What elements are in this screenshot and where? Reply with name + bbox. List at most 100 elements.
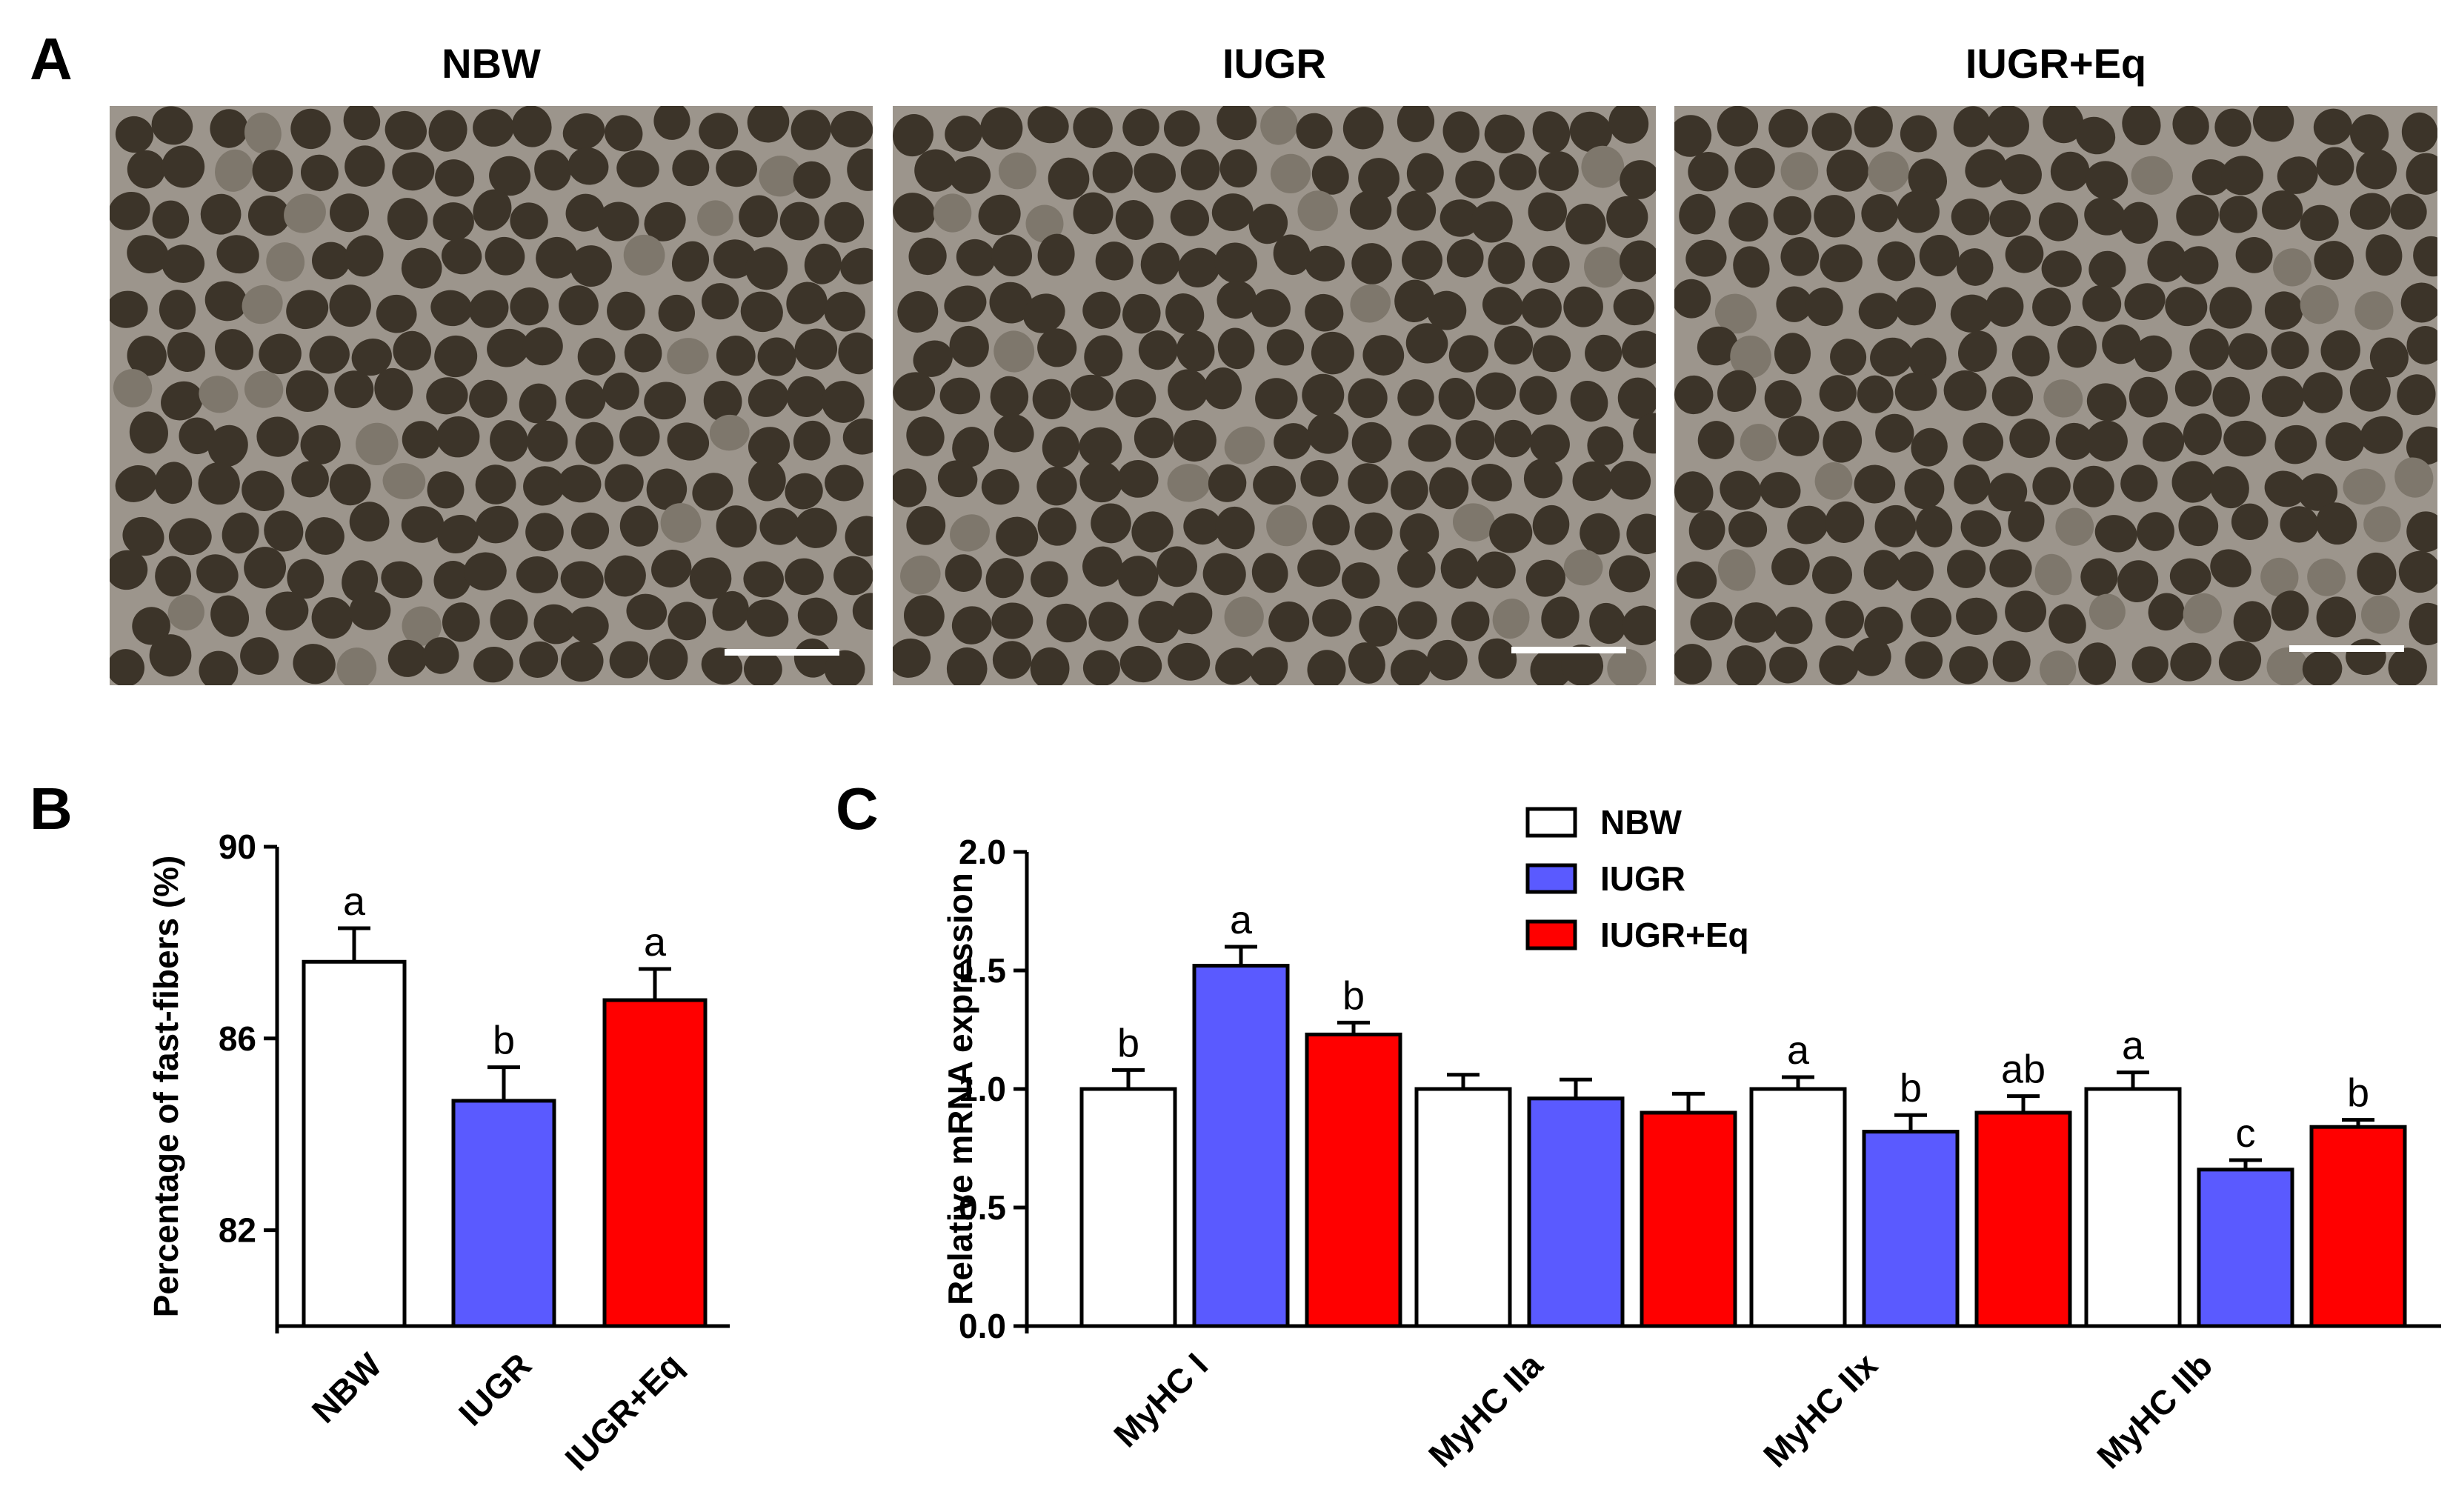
fast-fiber bbox=[2223, 420, 2266, 457]
slow-fiber bbox=[623, 234, 665, 276]
fast-fiber bbox=[1117, 459, 1159, 498]
fast-fiber bbox=[222, 512, 259, 554]
fast-fiber bbox=[2210, 549, 2251, 587]
slow-fiber bbox=[336, 647, 377, 685]
fast-fiber bbox=[822, 381, 865, 423]
fast-fiber bbox=[2231, 503, 2269, 541]
fast-fiber bbox=[906, 505, 946, 545]
fast-fiber bbox=[1525, 559, 1565, 597]
bar-nbw bbox=[2084, 1087, 2182, 1328]
fast-fiber bbox=[824, 291, 865, 332]
fast-fiber bbox=[797, 597, 838, 636]
fast-fiber bbox=[1988, 473, 2028, 512]
fast-fiber bbox=[311, 597, 353, 639]
fast-fiber bbox=[1621, 330, 1656, 368]
fast-fiber bbox=[1697, 421, 1734, 459]
fast-fiber bbox=[1488, 242, 1525, 284]
fast-fiber bbox=[1311, 331, 1354, 375]
x-tick-label: MyHC I bbox=[1106, 1345, 1215, 1454]
fast-fiber bbox=[1131, 511, 1174, 553]
fast-fiber bbox=[2235, 237, 2273, 273]
fast-fiber bbox=[1728, 202, 1768, 242]
fast-fiber bbox=[1311, 156, 1349, 195]
fast-fiber bbox=[1963, 422, 2004, 462]
significance-letter: a bbox=[343, 879, 366, 924]
fast-fiber bbox=[1956, 597, 1997, 636]
fast-fiber bbox=[1115, 200, 1154, 240]
fast-fiber bbox=[1819, 375, 1857, 412]
fast-fiber bbox=[2032, 287, 2071, 327]
fast-fiber bbox=[779, 202, 819, 241]
fast-fiber bbox=[402, 421, 441, 459]
fast-fiber bbox=[349, 591, 391, 630]
fast-fiber bbox=[1861, 194, 1899, 233]
fast-fiber bbox=[1119, 645, 1162, 683]
fast-fiber bbox=[2218, 641, 2262, 682]
fast-fiber bbox=[568, 606, 609, 644]
slow-fiber bbox=[2343, 468, 2386, 505]
fast-fiber bbox=[2120, 464, 2158, 502]
panel-c-letter: C bbox=[836, 776, 879, 842]
bar-iugr-eq bbox=[1305, 1032, 1402, 1328]
slow-fiber bbox=[1224, 596, 1264, 637]
fast-fiber bbox=[949, 325, 989, 367]
fast-fiber bbox=[1088, 602, 1129, 642]
bar-iugr bbox=[451, 1099, 556, 1328]
fast-fiber bbox=[2252, 106, 2294, 142]
fast-fiber bbox=[1394, 279, 1435, 322]
fast-fiber bbox=[1183, 508, 1222, 545]
fast-fiber bbox=[264, 510, 304, 552]
fast-fiber bbox=[649, 639, 688, 681]
fast-fiber bbox=[430, 290, 473, 327]
fast-fiber bbox=[1910, 597, 1952, 638]
fast-fiber bbox=[2316, 147, 2354, 186]
fast-fiber bbox=[745, 247, 788, 290]
fast-fiber bbox=[1351, 422, 1392, 464]
fast-fiber bbox=[428, 110, 467, 152]
y-axis-label: Percentage of fast-fibers (%) bbox=[147, 856, 185, 1318]
fast-fiber bbox=[198, 462, 240, 505]
fast-fiber bbox=[1214, 242, 1258, 284]
fast-fiber bbox=[2406, 426, 2437, 465]
fast-fiber bbox=[1037, 233, 1075, 276]
fast-fiber bbox=[127, 150, 166, 189]
fast-fiber bbox=[2325, 422, 2365, 462]
fast-fiber bbox=[214, 329, 254, 370]
fast-fiber bbox=[2122, 106, 2161, 146]
fast-fiber bbox=[1989, 549, 2032, 587]
fast-fiber bbox=[1608, 461, 1651, 500]
fast-fiber bbox=[2169, 558, 2211, 595]
fast-fiber bbox=[1823, 420, 1863, 463]
fast-fiber bbox=[312, 242, 350, 280]
fast-fiber bbox=[956, 239, 996, 276]
fast-fiber bbox=[1305, 293, 1344, 332]
slow-fiber bbox=[2394, 457, 2434, 498]
y-axis-label: Relative mRNA expression bbox=[941, 873, 979, 1305]
fast-fiber bbox=[1478, 638, 1517, 679]
fast-fiber bbox=[199, 650, 239, 685]
fast-fiber bbox=[149, 634, 192, 677]
fast-fiber bbox=[127, 235, 169, 274]
fast-fiber bbox=[2147, 240, 2187, 282]
fast-fiber bbox=[110, 290, 148, 328]
fast-fiber bbox=[290, 108, 331, 150]
fast-fiber bbox=[804, 243, 842, 284]
legend-label: IUGR bbox=[1600, 859, 1685, 898]
fast-fiber bbox=[161, 381, 203, 421]
fast-fiber bbox=[2008, 501, 2045, 542]
fast-fiber bbox=[1248, 203, 1288, 244]
fast-fiber bbox=[1037, 328, 1077, 367]
fast-fiber bbox=[1532, 504, 1570, 545]
fast-fiber bbox=[2085, 161, 2129, 200]
fast-fiber bbox=[210, 109, 248, 148]
slow-fiber bbox=[2088, 593, 2126, 630]
fast-fiber bbox=[309, 336, 350, 374]
fast-fiber bbox=[1780, 237, 1820, 276]
fast-fiber bbox=[485, 236, 525, 276]
fast-fiber bbox=[991, 602, 1034, 639]
fast-fiber bbox=[1302, 373, 1345, 416]
fast-fiber bbox=[1585, 334, 1622, 372]
fast-fiber bbox=[2080, 558, 2118, 596]
fast-fiber bbox=[1216, 280, 1257, 319]
fast-fiber bbox=[1455, 160, 1495, 199]
